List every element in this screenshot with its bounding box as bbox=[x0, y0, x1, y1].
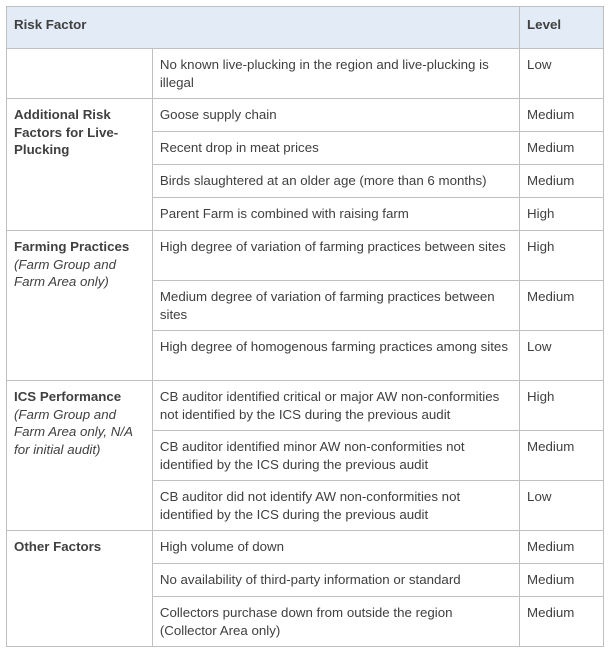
risk-level-cell: Medium bbox=[519, 131, 604, 165]
risk-level-cell: Low bbox=[519, 48, 604, 99]
risk-level-cell: High bbox=[519, 197, 604, 231]
category-name: Other Factors bbox=[14, 539, 102, 554]
risk-category-cell: Farming Practices (Farm Group and Farm Ar… bbox=[6, 230, 153, 381]
category-name: Farming Practices bbox=[14, 239, 130, 254]
table-header-row: Risk Factor Level bbox=[5, 6, 604, 49]
risk-level-cell: High bbox=[519, 380, 604, 431]
risk-level-cell: Medium bbox=[519, 596, 604, 647]
category-note: (Farm Group and Farm Area only) bbox=[14, 256, 116, 290]
category-note: (Farm Group and Farm Area only, N/A for … bbox=[14, 406, 133, 457]
table-row: CB auditor identified minor AW non-confo… bbox=[7, 430, 604, 481]
risk-factor-table: Risk Factor Level No known live-plucking… bbox=[5, 6, 604, 647]
table-row: Farming Practices (Farm Group and Farm Ar… bbox=[6, 230, 604, 381]
table-row: No availability of third-party informati… bbox=[7, 563, 604, 597]
category-name: Additional Risk Factors for Live-Pluckin… bbox=[14, 107, 119, 157]
table-row: No known live-plucking in the region and… bbox=[6, 48, 604, 99]
table-body: No known live-plucking in the region and… bbox=[6, 48, 604, 647]
risk-category-cell: ICS Performance (Farm Group and Farm Area… bbox=[6, 380, 153, 531]
risk-level-cell: High bbox=[519, 230, 604, 281]
risk-factor-cell: Goose supply chain bbox=[151, 98, 521, 132]
risk-category-cell: Other Factors bbox=[6, 530, 153, 647]
table-row: ICS Performance (Farm Group and Farm Area… bbox=[6, 380, 604, 531]
table-row: Additional Risk Factors for Live-Pluckin… bbox=[6, 98, 604, 231]
risk-factor-cell: No availability of third-party informati… bbox=[151, 563, 521, 597]
header-level: Level bbox=[519, 6, 604, 49]
risk-level-cell: Medium bbox=[519, 430, 604, 481]
risk-factor-cell: CB auditor did not identify AW non-confo… bbox=[151, 480, 521, 531]
risk-category-cell bbox=[6, 48, 153, 99]
risk-category-cell: Additional Risk Factors for Live-Pluckin… bbox=[6, 98, 153, 231]
risk-level-cell: Medium bbox=[519, 280, 604, 331]
risk-factor-cell: Birds slaughtered at an older age (more … bbox=[151, 164, 521, 198]
table-row: Medium degree of variation of farming pr… bbox=[7, 280, 604, 331]
risk-factor-cell: Medium degree of variation of farming pr… bbox=[151, 280, 521, 331]
table-row: Other Factors High volume of down Medium bbox=[6, 530, 604, 647]
risk-factor-cell: Recent drop in meat prices bbox=[151, 131, 521, 165]
table-row: Parent Farm is combined with raising far… bbox=[7, 197, 604, 231]
risk-level-cell: Medium bbox=[519, 563, 604, 597]
risk-factor-cell: Collectors purchase down from outside th… bbox=[151, 596, 521, 647]
category-name: ICS Performance bbox=[14, 389, 122, 404]
table-row: Collectors purchase down from outside th… bbox=[7, 596, 604, 647]
risk-level-cell: Medium bbox=[519, 98, 604, 132]
risk-factor-cell: High volume of down bbox=[151, 530, 521, 564]
risk-level-cell: Low bbox=[519, 330, 604, 381]
risk-factor-cell: CB auditor identified critical or major … bbox=[151, 380, 521, 431]
risk-factor-cell: High degree of homogenous farming practi… bbox=[151, 330, 521, 381]
risk-level-cell: Medium bbox=[519, 530, 604, 564]
header-risk-factor: Risk Factor bbox=[5, 6, 521, 49]
risk-factor-cell: CB auditor identified minor AW non-confo… bbox=[151, 430, 521, 481]
table-row: CB auditor did not identify AW non-confo… bbox=[7, 480, 604, 531]
risk-level-cell: Low bbox=[519, 480, 604, 531]
risk-factor-cell: High degree of variation of farming prac… bbox=[151, 230, 521, 281]
risk-factor-cell: No known live-plucking in the region and… bbox=[151, 48, 521, 99]
table-row: Recent drop in meat prices Medium bbox=[7, 131, 604, 165]
risk-level-cell: Medium bbox=[519, 164, 604, 198]
risk-factor-cell: Parent Farm is combined with raising far… bbox=[151, 197, 521, 231]
